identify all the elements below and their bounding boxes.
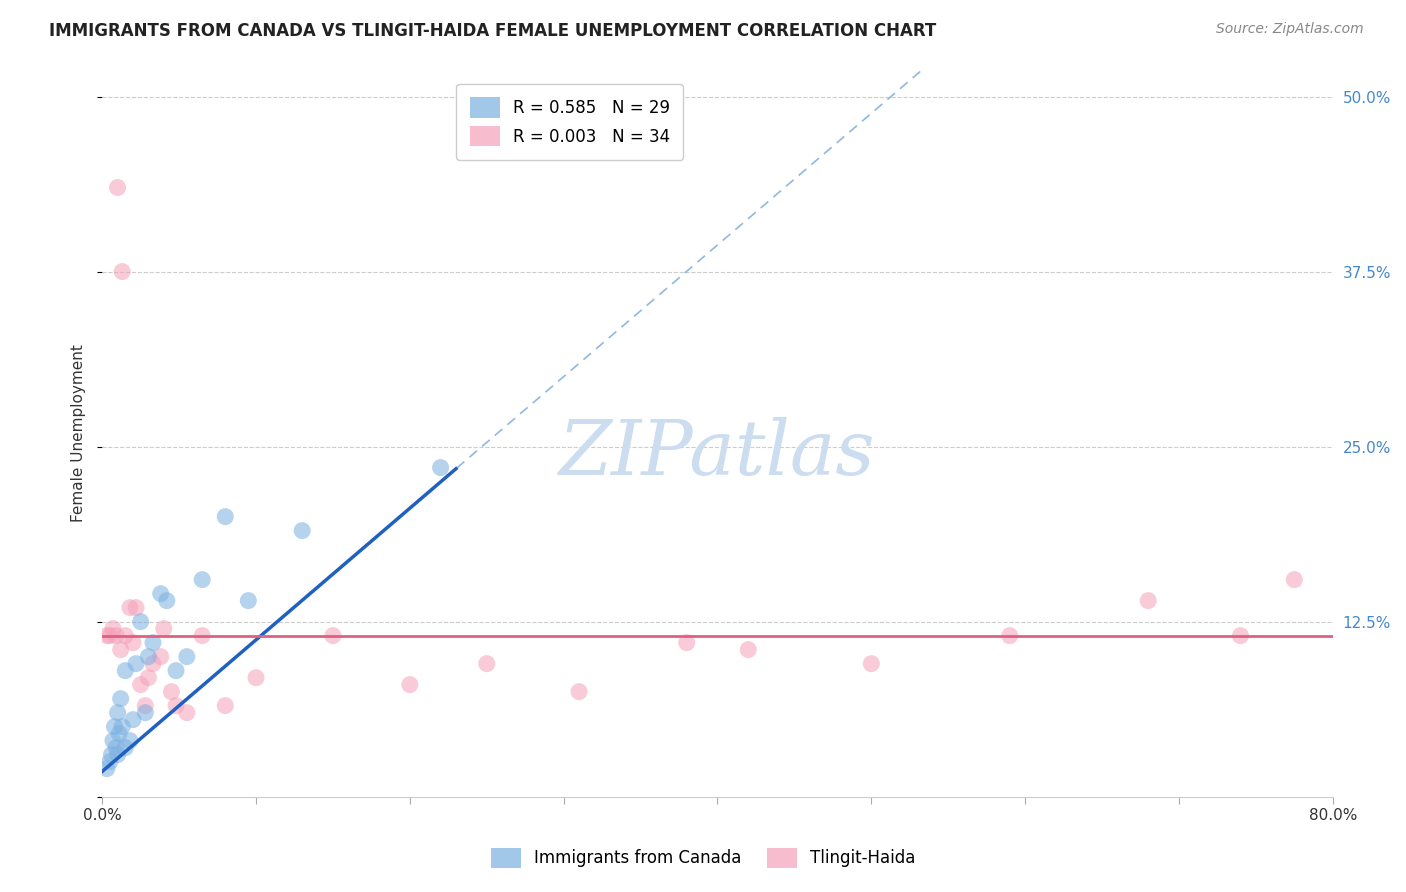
Point bbox=[322, 629, 344, 643]
Text: Source: ZipAtlas.com: Source: ZipAtlas.com bbox=[1216, 22, 1364, 37]
Point bbox=[245, 671, 267, 685]
Point bbox=[110, 642, 132, 657]
Legend: R = 0.585   N = 29, R = 0.003   N = 34: R = 0.585 N = 29, R = 0.003 N = 34 bbox=[457, 84, 683, 160]
Point bbox=[399, 678, 422, 692]
Point bbox=[860, 657, 883, 671]
Point bbox=[156, 593, 179, 607]
Point bbox=[1137, 593, 1160, 607]
Point bbox=[98, 755, 121, 769]
Point bbox=[111, 264, 134, 278]
Point bbox=[107, 706, 129, 720]
Point bbox=[110, 691, 132, 706]
Point bbox=[134, 698, 156, 713]
Point bbox=[149, 649, 172, 664]
Point bbox=[96, 762, 118, 776]
Point bbox=[108, 726, 131, 740]
Point bbox=[191, 629, 214, 643]
Point bbox=[103, 720, 125, 734]
Point bbox=[114, 664, 136, 678]
Point bbox=[737, 642, 759, 657]
Point bbox=[191, 573, 214, 587]
Point bbox=[149, 587, 172, 601]
Point bbox=[111, 720, 134, 734]
Point bbox=[114, 629, 136, 643]
Point bbox=[138, 671, 160, 685]
Point bbox=[675, 635, 697, 649]
Point bbox=[152, 622, 174, 636]
Point bbox=[134, 706, 156, 720]
Point bbox=[96, 629, 118, 643]
Point bbox=[125, 600, 148, 615]
Point bbox=[475, 657, 498, 671]
Point bbox=[107, 180, 129, 194]
Point bbox=[129, 678, 152, 692]
Point bbox=[165, 698, 187, 713]
Point bbox=[105, 629, 128, 643]
Point bbox=[176, 706, 198, 720]
Point bbox=[101, 622, 124, 636]
Point bbox=[114, 740, 136, 755]
Point bbox=[214, 698, 236, 713]
Point bbox=[122, 713, 145, 727]
Point bbox=[138, 649, 160, 664]
Text: IMMIGRANTS FROM CANADA VS TLINGIT-HAIDA FEMALE UNEMPLOYMENT CORRELATION CHART: IMMIGRANTS FROM CANADA VS TLINGIT-HAIDA … bbox=[49, 22, 936, 40]
Point bbox=[165, 664, 187, 678]
Y-axis label: Female Unemployment: Female Unemployment bbox=[72, 343, 86, 522]
Point bbox=[429, 460, 451, 475]
Point bbox=[122, 635, 145, 649]
Point bbox=[238, 593, 260, 607]
Point bbox=[176, 649, 198, 664]
Point bbox=[129, 615, 152, 629]
Point bbox=[125, 657, 148, 671]
Text: ZIPatlas: ZIPatlas bbox=[560, 417, 876, 491]
Point bbox=[1284, 573, 1306, 587]
Point bbox=[291, 524, 314, 538]
Point bbox=[160, 684, 183, 698]
Point bbox=[998, 629, 1021, 643]
Point bbox=[107, 747, 129, 762]
Legend: Immigrants from Canada, Tlingit-Haida: Immigrants from Canada, Tlingit-Haida bbox=[484, 841, 922, 875]
Point bbox=[142, 657, 165, 671]
Point bbox=[568, 684, 591, 698]
Point bbox=[118, 600, 141, 615]
Point bbox=[100, 747, 122, 762]
Point bbox=[98, 629, 121, 643]
Point bbox=[101, 733, 124, 747]
Point bbox=[142, 635, 165, 649]
Point bbox=[105, 740, 128, 755]
Point bbox=[214, 509, 236, 524]
Point bbox=[118, 733, 141, 747]
Point bbox=[1229, 629, 1251, 643]
